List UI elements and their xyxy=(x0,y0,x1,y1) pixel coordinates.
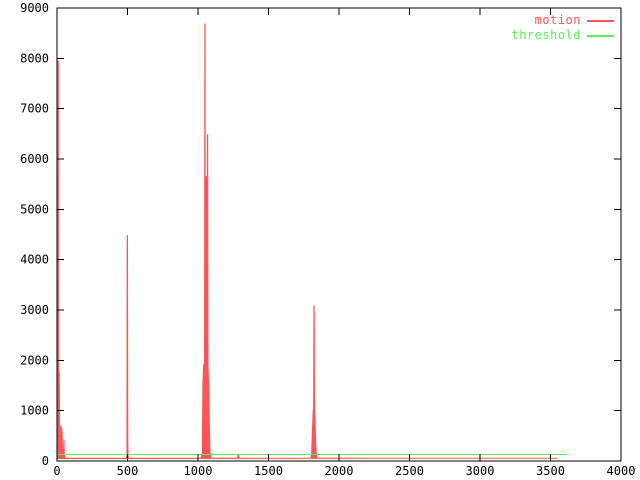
legend-item-threshold: threshold xyxy=(511,28,614,43)
svg-text:3000: 3000 xyxy=(466,464,495,478)
svg-text:2000: 2000 xyxy=(20,353,49,367)
legend-label-threshold: threshold xyxy=(511,28,581,42)
svg-text:2500: 2500 xyxy=(395,464,424,478)
svg-text:9000: 9000 xyxy=(20,1,49,15)
svg-text:7000: 7000 xyxy=(20,102,49,116)
svg-text:1000: 1000 xyxy=(20,404,49,418)
svg-text:3000: 3000 xyxy=(20,303,49,317)
svg-text:6000: 6000 xyxy=(20,152,49,166)
svg-text:4000: 4000 xyxy=(20,253,49,267)
chart-legend: motion threshold xyxy=(511,13,614,43)
legend-label-motion: motion xyxy=(534,13,581,27)
svg-text:2000: 2000 xyxy=(325,464,354,478)
svg-text:8000: 8000 xyxy=(20,51,49,65)
svg-text:0: 0 xyxy=(53,464,60,478)
svg-text:500: 500 xyxy=(117,464,139,478)
svg-text:3500: 3500 xyxy=(536,464,565,478)
svg-text:0: 0 xyxy=(42,454,49,468)
svg-text:1000: 1000 xyxy=(184,464,213,478)
legend-line-sample-threshold xyxy=(587,34,614,37)
svg-text:1500: 1500 xyxy=(254,464,283,478)
svg-text:5000: 5000 xyxy=(20,202,49,216)
legend-line-sample-motion xyxy=(587,19,614,22)
legend-item-motion: motion xyxy=(535,13,614,28)
svg-text:4000: 4000 xyxy=(607,464,636,478)
